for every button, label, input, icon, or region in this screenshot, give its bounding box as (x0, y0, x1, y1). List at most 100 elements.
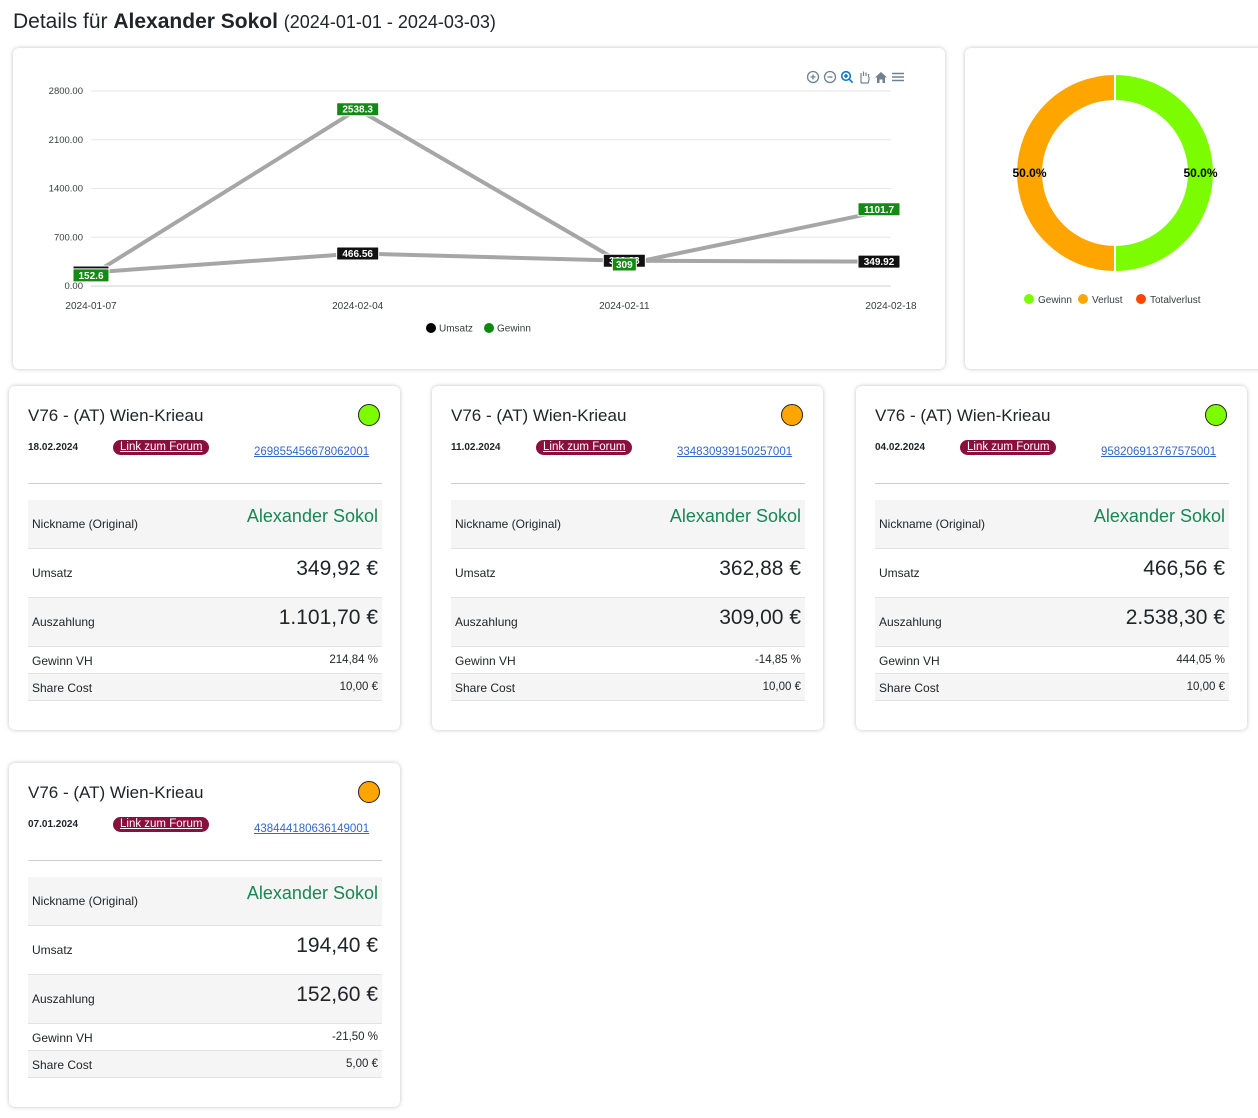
title-person-name: Alexander Sokol (113, 10, 278, 33)
card-date: 18.02.2024 (28, 442, 79, 453)
ticket-id-link[interactable]: 958206913767575001 (1101, 446, 1217, 458)
umsatz-value: 466,56 € (1143, 557, 1225, 580)
legend-label: Gewinn (1038, 295, 1072, 306)
pan-hand-icon[interactable] (857, 70, 871, 84)
table-row: Umsatz 362,88 € (451, 549, 805, 598)
status-indicator (781, 404, 803, 426)
table-row: Umsatz 194,40 € (28, 926, 382, 975)
forum-link-button[interactable]: Link zum Forum (113, 817, 210, 832)
x-tick-label: 2024-02-18 (865, 301, 917, 312)
share-cost-value: 10,00 € (762, 681, 801, 693)
nickname-value: Alexander Sokol (246, 506, 378, 526)
nickname-label: Nickname (Original) (32, 894, 139, 908)
status-indicator (1205, 404, 1227, 426)
title-date-range: (2024-01-01 - 2024-03-03) (283, 12, 496, 32)
status-indicator (358, 404, 380, 426)
ticket-id-link[interactable]: 334830939150257001 (677, 446, 793, 458)
legend-marker (1078, 294, 1088, 304)
card-title: V76 - (AT) Wien-Krieau (451, 406, 627, 425)
legend-label: Verlust (1092, 295, 1123, 306)
data-label: 2538.3 (342, 105, 373, 116)
card-title: V76 - (AT) Wien-Krieau (28, 783, 204, 802)
menu-icon[interactable] (891, 70, 905, 84)
zoom-selection-icon[interactable] (840, 70, 854, 84)
umsatz-label: Umsatz (32, 566, 73, 580)
auszahlung-label: Auszahlung (455, 615, 518, 629)
data-label: 466.56 (342, 249, 373, 260)
home-reset-icon[interactable] (874, 70, 888, 84)
race-card: V76 - (AT) Wien-Krieau 11.02.2024 Link zum… (432, 386, 823, 730)
chart-toolbar (806, 70, 905, 84)
umsatz-label: Umsatz (455, 566, 496, 580)
share-cost-value: 10,00 € (339, 681, 378, 693)
table-row: Auszahlung 1.101,70 € (28, 598, 382, 647)
x-tick-label: 2024-01-07 (65, 301, 117, 312)
card-details-table: Nickname (Original) Alexander Sokol Umsatz… (875, 500, 1229, 701)
table-row: Nickname (Original) Alexander Sokol (28, 500, 382, 549)
umsatz-value: 362,88 € (719, 557, 801, 580)
table-row: Umsatz 349,92 € (28, 549, 382, 598)
umsatz-label: Umsatz (879, 566, 920, 580)
y-tick-label: 0.00 (65, 281, 84, 292)
auszahlung-value: 2.538,30 € (1125, 606, 1225, 629)
gewinn-vh-value: 214,84 % (329, 654, 378, 666)
table-row: Share Cost 5,00 € (28, 1051, 382, 1078)
data-label-bg (336, 102, 380, 117)
legend-marker (484, 323, 494, 333)
table-row: Gewinn VH -14,85 % (451, 647, 805, 674)
auszahlung-value: 309,00 € (719, 606, 801, 629)
share-cost-label: Share Cost (879, 681, 940, 695)
gewinn-vh-value: 444,05 % (1176, 654, 1225, 666)
share-cost-value: 10,00 € (1186, 681, 1225, 693)
status-indicator (358, 781, 380, 803)
share-cost-label: Share Cost (455, 681, 516, 695)
share-cost-label: Share Cost (32, 681, 93, 695)
card-details-table: Nickname (Original) Alexander Sokol Umsatz… (28, 877, 382, 1078)
data-label-bg (857, 254, 901, 269)
zoom-out-icon[interactable] (823, 70, 837, 84)
share-cost-value: 5,00 € (346, 1058, 378, 1070)
table-row: Gewinn VH 214,84 % (28, 647, 382, 674)
share-cost-label: Share Cost (32, 1058, 93, 1072)
x-tick-label: 2024-02-04 (332, 301, 384, 312)
table-row: Share Cost 10,00 € (875, 674, 1229, 701)
table-row: Share Cost 10,00 € (451, 674, 805, 701)
table-row: Auszahlung 152,60 € (28, 975, 382, 1024)
title-prefix: Details für (13, 10, 108, 33)
data-label: 349.92 (864, 257, 895, 268)
umsatz-label: Umsatz (32, 943, 73, 957)
card-title: V76 - (AT) Wien-Krieau (28, 406, 204, 425)
x-tick-label: 2024-02-11 (599, 301, 650, 312)
table-row: Nickname (Original) Alexander Sokol (28, 877, 382, 926)
nickname-label: Nickname (Original) (32, 517, 139, 531)
table-row: Umsatz 466,56 € (875, 549, 1229, 598)
nickname-label: Nickname (Original) (879, 517, 986, 531)
legend-label: Umsatz (439, 324, 473, 335)
y-tick-label: 700.00 (54, 232, 83, 243)
forum-link-button[interactable]: Link zum Forum (960, 440, 1057, 455)
y-tick-label: 1400.00 (49, 184, 83, 195)
auszahlung-label: Auszahlung (879, 615, 942, 629)
card-date: 07.01.2024 (28, 819, 79, 830)
line-chart: 0.00 700.00 1400.00 2100.00 2800.00 2024-01-0… (49, 86, 917, 335)
donut-data-label: 50.0% (1012, 166, 1046, 180)
zoom-in-icon[interactable] (806, 70, 820, 84)
card-divider (28, 860, 382, 861)
card-date: 11.02.2024 (451, 442, 501, 453)
donut-slice-gewinn (1114, 72, 1215, 274)
auszahlung-value: 152,60 € (296, 983, 378, 1006)
ticket-id-link[interactable]: 438444180636149001 (254, 823, 370, 835)
table-row: Nickname (Original) Alexander Sokol (875, 500, 1229, 549)
race-card: V76 - (AT) Wien-Krieau 04.02.2024 Link zum… (856, 386, 1247, 730)
auszahlung-label: Auszahlung (32, 615, 95, 629)
data-label: 152.6 (78, 271, 103, 282)
race-card: V76 - (AT) Wien-Krieau 18.02.2024 Link zum… (9, 386, 400, 730)
legend-label: Gewinn (497, 324, 531, 335)
forum-link-button[interactable]: Link zum Forum (536, 440, 633, 455)
series-line-gewinn (89, 107, 892, 278)
y-tick-label: 2100.00 (49, 135, 83, 146)
donut-slice-verlust (1015, 72, 1116, 274)
umsatz-value: 194,40 € (296, 934, 378, 957)
forum-link-button[interactable]: Link zum Forum (113, 440, 210, 455)
ticket-id-link[interactable]: 269855456678062001 (254, 446, 370, 458)
